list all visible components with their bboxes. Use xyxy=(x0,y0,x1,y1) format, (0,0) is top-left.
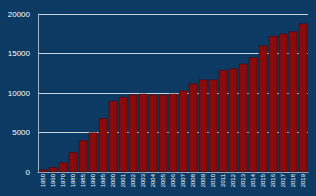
svg-text:1960: 1960 xyxy=(50,173,56,187)
svg-text:20000: 20000 xyxy=(8,10,31,19)
svg-text:2002: 2002 xyxy=(130,173,136,187)
svg-text:2014: 2014 xyxy=(250,173,256,187)
svg-text:2006: 2006 xyxy=(170,173,176,187)
svg-text:2001: 2001 xyxy=(120,173,126,187)
svg-text:1990: 1990 xyxy=(90,173,96,187)
svg-text:2012: 2012 xyxy=(230,173,236,187)
svg-text:1950: 1950 xyxy=(40,173,46,187)
svg-text:2016: 2016 xyxy=(270,173,276,187)
svg-text:2017: 2017 xyxy=(280,173,286,187)
svg-text:2008: 2008 xyxy=(190,173,196,187)
svg-text:5000: 5000 xyxy=(12,128,30,137)
svg-text:1980: 1980 xyxy=(70,173,76,187)
svg-text:2011: 2011 xyxy=(220,173,226,187)
svg-text:2015: 2015 xyxy=(260,173,266,187)
svg-text:2000: 2000 xyxy=(110,173,116,187)
svg-text:2013: 2013 xyxy=(240,173,246,187)
svg-text:2005: 2005 xyxy=(160,173,166,187)
svg-text:2004: 2004 xyxy=(150,173,156,187)
svg-text:1970: 1970 xyxy=(60,173,66,187)
svg-text:0: 0 xyxy=(26,168,31,177)
svg-text:1985: 1985 xyxy=(80,173,86,187)
svg-text:15000: 15000 xyxy=(8,49,31,58)
svg-text:2018: 2018 xyxy=(290,173,296,187)
svg-text:2010: 2010 xyxy=(210,173,216,187)
svg-text:2007: 2007 xyxy=(180,173,186,187)
svg-text:2003: 2003 xyxy=(140,173,146,187)
svg-text:10000: 10000 xyxy=(8,89,31,98)
svg-text:2009: 2009 xyxy=(200,173,206,187)
svg-text:2019: 2019 xyxy=(300,173,306,187)
svg-text:1995: 1995 xyxy=(100,173,106,187)
